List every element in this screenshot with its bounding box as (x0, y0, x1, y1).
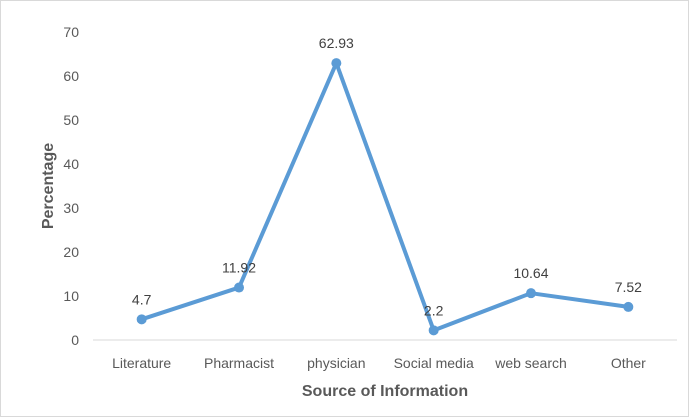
y-axis-title: Percentage (40, 143, 57, 229)
data-point (428, 325, 439, 336)
data-point (623, 301, 634, 312)
y-tick-label: 10 (63, 288, 79, 304)
y-tick-label: 20 (63, 244, 79, 260)
y-tick-label: 40 (63, 156, 79, 172)
x-tick-label: Pharmacist (204, 355, 274, 371)
x-tick-label: web search (494, 355, 567, 371)
data-point (234, 282, 244, 293)
x-tick-label: Other (611, 355, 646, 371)
y-tick-label: 0 (71, 332, 79, 348)
data-label: 7.52 (615, 279, 642, 295)
data-label: 10.64 (513, 265, 548, 281)
data-point (331, 58, 342, 69)
y-tick-labels: 0 10 20 30 40 50 60 70 (63, 24, 79, 348)
y-tick-label: 70 (63, 24, 79, 40)
x-tick-label: Literature (112, 355, 171, 371)
data-point (136, 314, 147, 325)
data-label: 4.7 (132, 291, 152, 307)
data-point (526, 288, 536, 299)
x-tick-labels: Literature Pharmacist physician Social medi… (112, 355, 646, 371)
x-tick-label: physician (307, 355, 365, 371)
y-tick-label: 60 (63, 68, 79, 84)
data-points (136, 58, 634, 336)
x-axis-title: Source of Information (302, 383, 468, 400)
data-label: 11.92 (222, 260, 256, 276)
series-line (139, 61, 631, 333)
data-label: 2.2 (424, 302, 444, 318)
x-tick-label: Social media (394, 355, 474, 371)
data-label: 62.93 (319, 35, 354, 51)
data-labels: 4.7 11.92 62.93 2.2 10.64 7.52 (132, 35, 642, 318)
y-tick-label: 30 (63, 200, 79, 216)
y-tick-label: 50 (63, 112, 79, 128)
